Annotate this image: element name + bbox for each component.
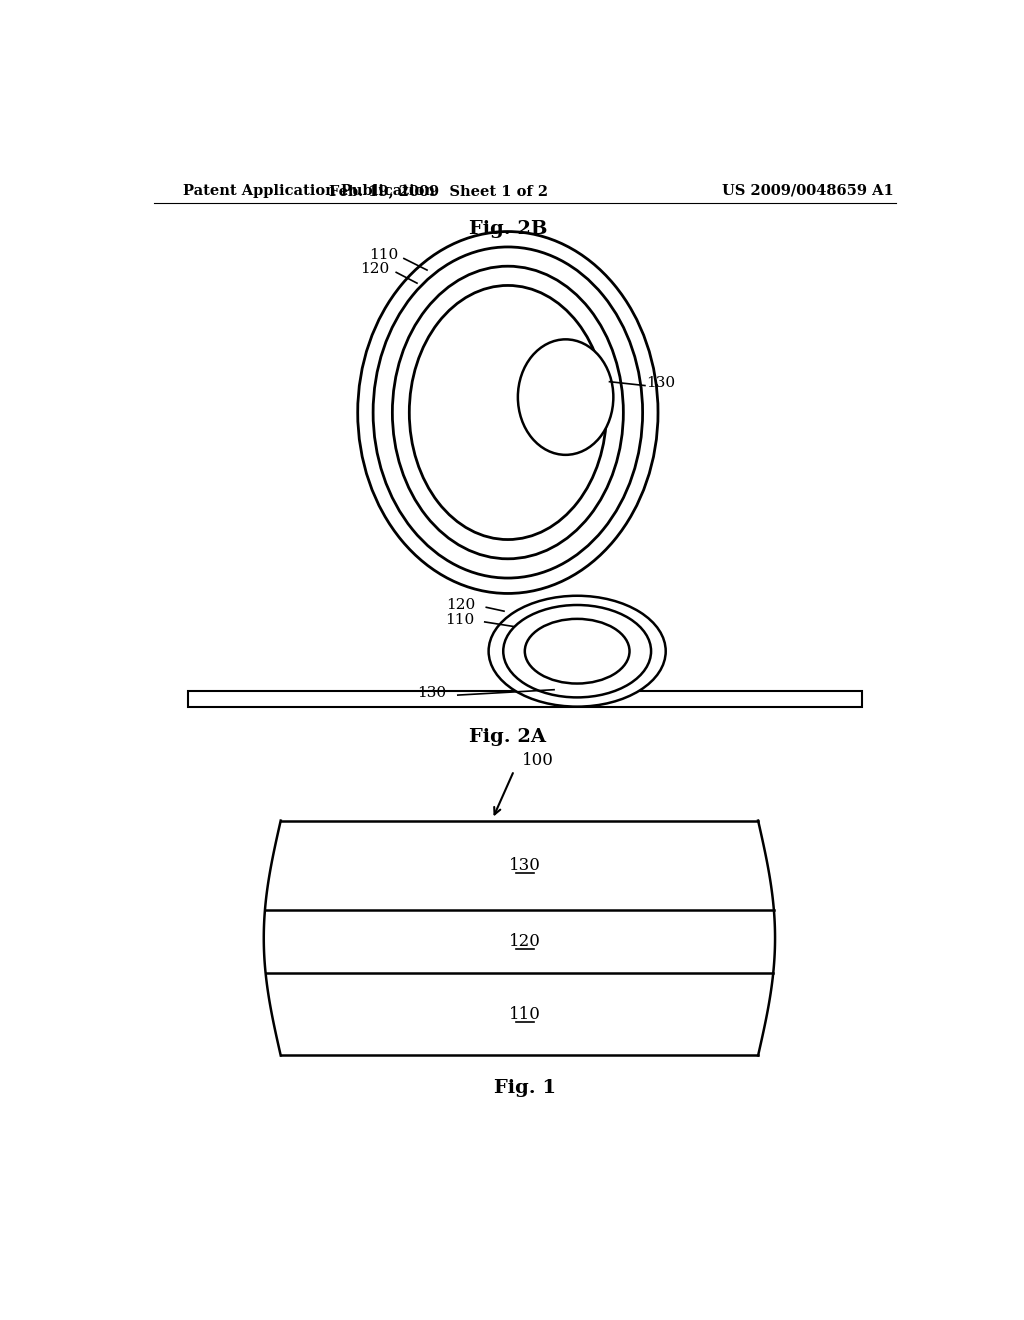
- Ellipse shape: [357, 231, 658, 594]
- Text: 110: 110: [509, 1006, 541, 1023]
- Text: Patent Application Publication: Patent Application Publication: [183, 183, 435, 198]
- Ellipse shape: [525, 619, 630, 684]
- Text: 130: 130: [417, 686, 446, 700]
- Ellipse shape: [488, 595, 666, 706]
- Ellipse shape: [518, 339, 613, 455]
- Ellipse shape: [503, 605, 651, 697]
- Text: Feb. 19, 2009  Sheet 1 of 2: Feb. 19, 2009 Sheet 1 of 2: [329, 183, 548, 198]
- Ellipse shape: [373, 247, 643, 578]
- Text: 120: 120: [446, 598, 475, 612]
- Text: Fig. 1: Fig. 1: [494, 1078, 556, 1097]
- Text: 130: 130: [646, 376, 676, 391]
- Text: 110: 110: [444, 612, 474, 627]
- Text: Fig. 2B: Fig. 2B: [469, 220, 547, 238]
- Text: 120: 120: [509, 933, 541, 950]
- Text: US 2009/0048659 A1: US 2009/0048659 A1: [722, 183, 894, 198]
- Text: 120: 120: [360, 261, 389, 276]
- Text: 100: 100: [521, 752, 554, 770]
- Ellipse shape: [410, 285, 606, 540]
- Ellipse shape: [392, 267, 624, 558]
- Text: Fig. 2A: Fig. 2A: [469, 729, 547, 746]
- Text: 130: 130: [509, 857, 541, 874]
- Text: 110: 110: [370, 248, 398, 261]
- Bar: [188, 692, 862, 706]
